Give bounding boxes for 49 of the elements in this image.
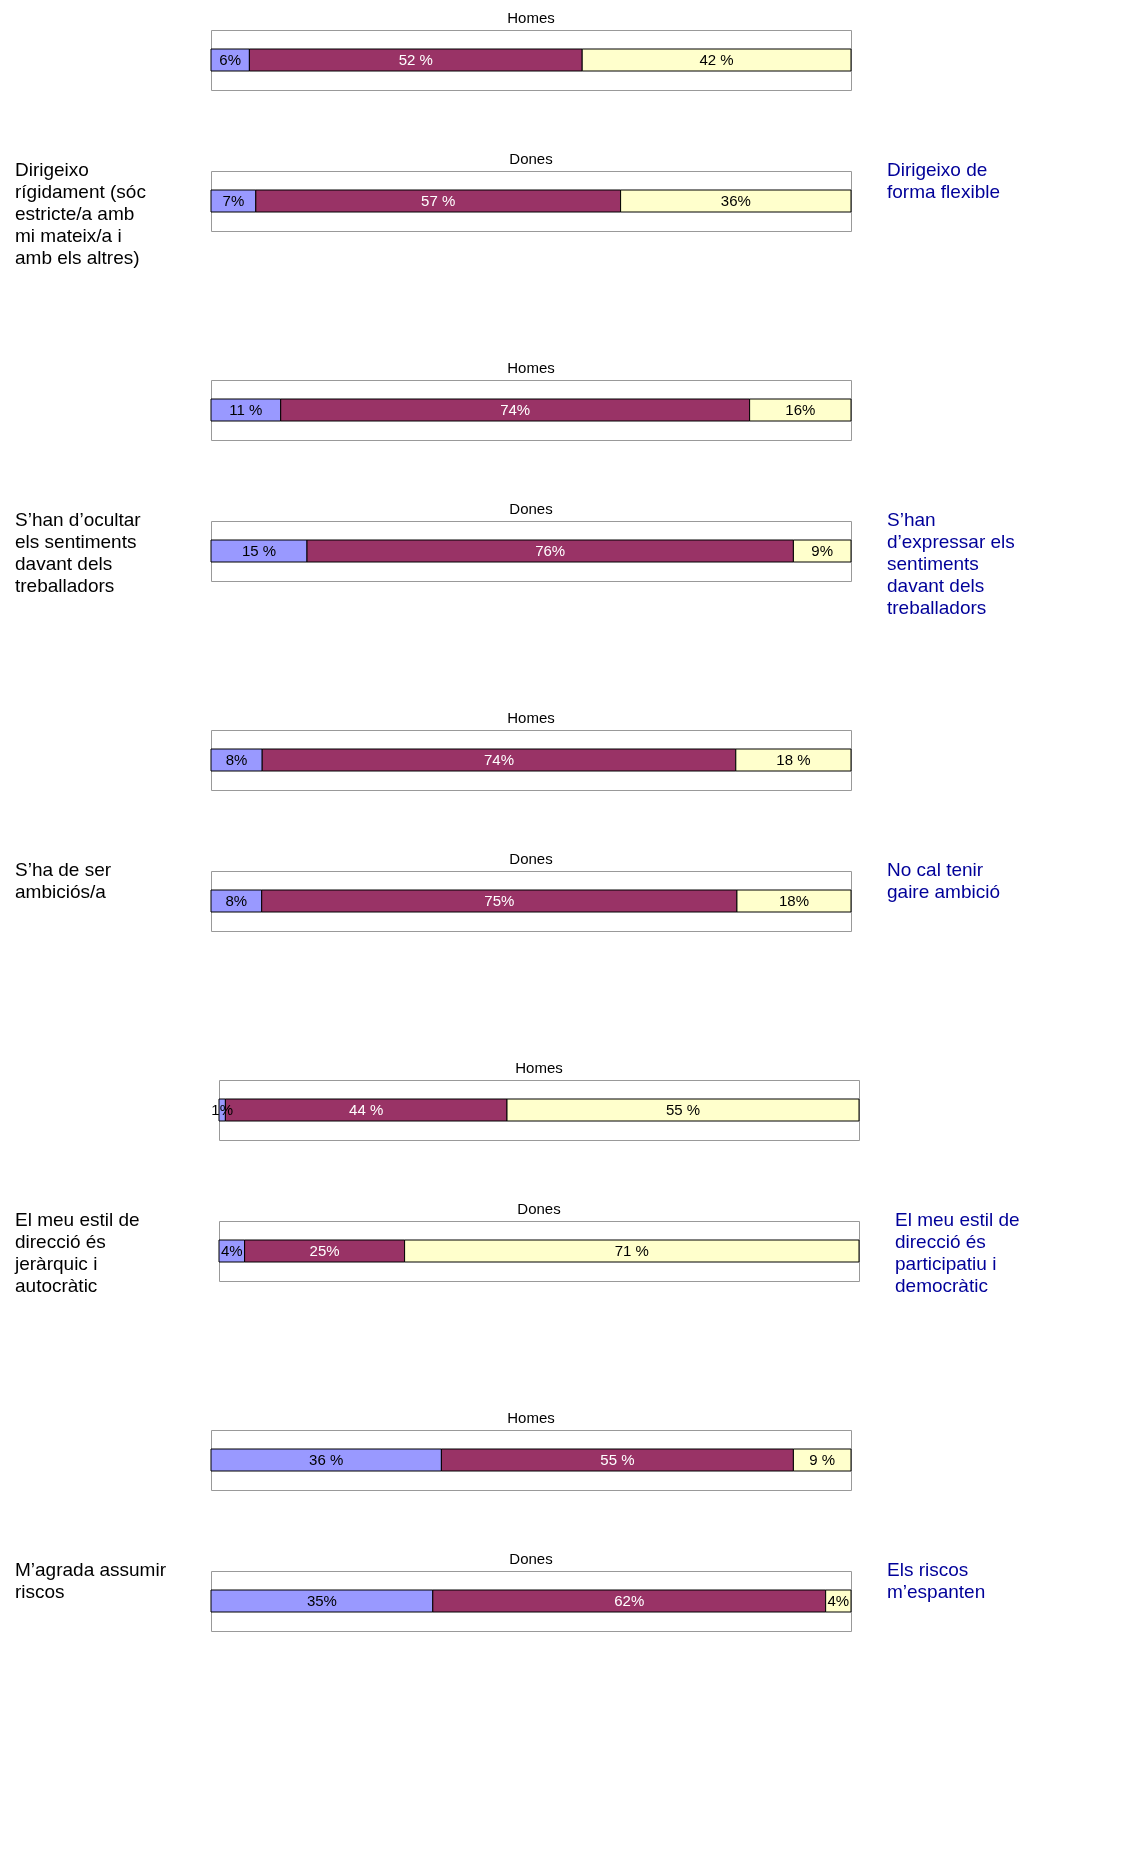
text: No cal tenir gaire ambició [887,859,1000,902]
data-label: 55 % [600,1451,635,1468]
text: M’agrada assumir riscos [15,1559,167,1602]
data-label: 16% [785,401,816,418]
data-label: 36 % [309,1451,344,1468]
text: Dirigeixo de forma flexible [887,159,1000,202]
chart-title: Homes [515,1059,563,1076]
data-label: 74% [483,751,515,768]
data-label: 42 % [699,51,734,68]
chart-title: Dones [517,1200,561,1217]
chart-title: Homes [507,359,555,376]
data-label: 15 % [241,542,277,559]
text: El meu estil de direcció és jeràrquic i autocràtic [14,1209,140,1296]
chart-title: Dones [509,1550,553,1567]
data-label: 35% [306,1592,337,1609]
chart-title: Homes [507,9,555,26]
data-label: 76% [535,542,566,559]
data-label: 9 % [809,1451,836,1468]
text: S’ha de ser ambiciós/a [15,859,112,902]
data-label: 71 % [614,1242,649,1259]
chart-title: Dones [509,500,553,517]
data-label: 74% [500,401,531,418]
data-label: 62% [614,1592,645,1609]
data-label: 8% [225,892,248,909]
chart-title: Homes [507,1409,555,1426]
data-label: 11 % [229,401,263,418]
data-label: 4% [827,1592,850,1609]
chart-title: Dones [509,150,553,167]
data-label: 8% [225,751,248,768]
text: S’han d’ocultar els sentiments davant dels treballadors [15,509,142,596]
text: Els riscos m’espanten [887,1559,986,1602]
data-label: 9% [811,542,834,559]
data-label: 55 % [665,1101,701,1118]
chart-title: Dones [509,850,553,867]
data-label: 18 % [776,751,811,768]
data-label: 7% [222,192,245,209]
data-label: 75% [484,892,515,909]
data-label: 18% [778,892,809,909]
text: El meu estil de direcció és participatiu i democràtic [895,1209,1020,1296]
chart-title: Homes [507,709,555,726]
text: S’han d’expressar els sentiments davant dels treballadors [887,509,1015,618]
data-label: 25% [309,1242,340,1259]
data-label: 52 % [398,51,433,68]
data-label: 6% [219,51,242,68]
data-label: 44 % [349,1101,384,1118]
data-label: 4% [220,1242,243,1259]
data-label: 36% [720,192,751,209]
data-label: 57 % [421,192,456,209]
text: Dirigeixo rígidament (sóc estricte/a amb mi mateix/a i amb els altres) [15,159,146,268]
